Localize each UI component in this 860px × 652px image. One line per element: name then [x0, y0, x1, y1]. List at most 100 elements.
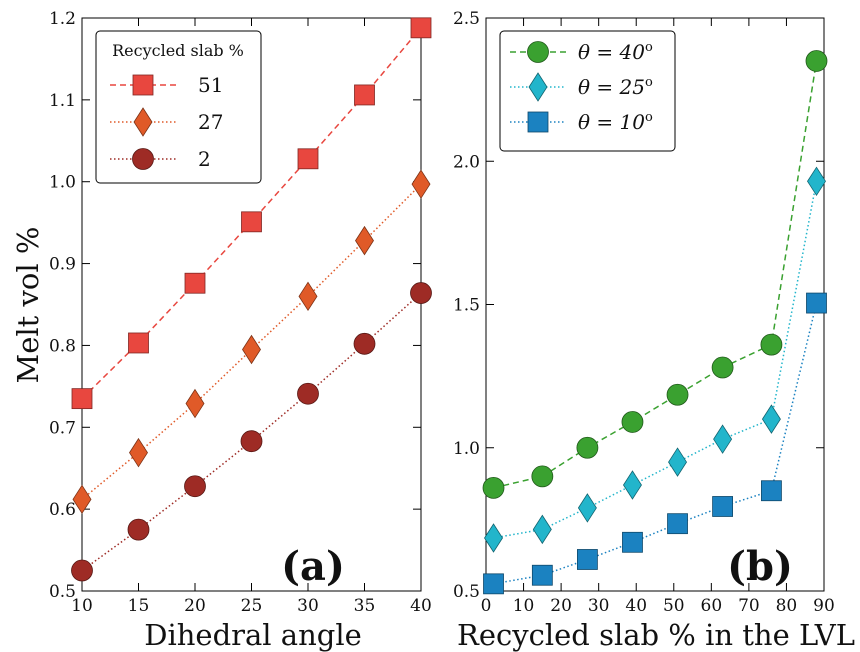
panel-b-xtick-label: 0 [481, 596, 492, 616]
panel-a-data-point [241, 211, 262, 233]
panel-b-data-point [622, 531, 643, 553]
panel-a-series-2 [71, 282, 432, 582]
panel-a-ytick-label: 0.7 [49, 418, 76, 438]
legend-a-label: 51 [198, 73, 223, 97]
panel-a-tag: (a) [281, 543, 345, 590]
panel-a-xtick-label: 15 [128, 596, 150, 616]
panel-a-data-point [128, 332, 149, 354]
panel-b-data-point [805, 50, 828, 72]
panel-a-xtick-label: 10 [71, 596, 93, 616]
panel-a-data-point [353, 332, 376, 355]
legend-b-label-main: θ = 10 [578, 110, 645, 134]
panel-a-data-point [411, 169, 431, 199]
panel-a-data-point [129, 437, 148, 468]
legend-b-label-main: θ = 40 [578, 40, 645, 64]
panel-a-data-point [184, 272, 206, 294]
panel-a-data-point [297, 148, 319, 170]
panel-a-series-0 [71, 17, 432, 410]
panel-a-data-point [127, 518, 150, 541]
panel-b-xtick-label: 30 [588, 596, 610, 616]
panel-a-axes: 10 15 20 25 30 35 40 0.5 0.6 0.7 0.8 0.9 1.0 1.1 1.2 [49, 9, 432, 616]
panel-b-data-point [482, 476, 505, 499]
panel-b-ytick-label: 1.0 [453, 439, 480, 459]
panel-b-data-point [712, 496, 733, 517]
panel-b-xtick-label: 40 [625, 596, 647, 616]
panel-b-data-point [622, 470, 642, 500]
legend-b-marker [528, 72, 548, 102]
panel-b-data-point [761, 404, 781, 434]
panel-b-xtick-label: 80 [776, 596, 798, 616]
panel-a-series-1 [72, 169, 431, 515]
panel-a-xtick-label: 30 [297, 596, 319, 616]
panel-b-xlabel: Recycled slab % in the LVL [457, 618, 855, 652]
panel-a-data-point [242, 334, 261, 365]
panel-a-ytick-label: 1.2 [49, 9, 76, 29]
legend-a-marker [132, 148, 154, 170]
panel-a-series [71, 17, 432, 582]
panel-b-data-point [760, 333, 783, 356]
legend-a-label: 2 [198, 147, 211, 171]
legend-b-label-degree: o [645, 110, 653, 125]
panel-b-ytick-label: 1.5 [453, 296, 480, 316]
panel-b-ytick-label: 2.0 [453, 152, 480, 172]
panel-b-series-1 [484, 166, 826, 553]
panel-a-legend-title: Recycled slab % [112, 41, 244, 60]
panel-b-data-point [576, 436, 599, 459]
panel-a-ytick-label: 0.6 [49, 500, 76, 520]
panel-a-ylabel: Melt vol % [11, 227, 45, 384]
panel-b-data-point [713, 424, 733, 454]
panel-a-data-point [410, 17, 432, 39]
panel-b-data-point [806, 292, 827, 314]
legend-b-label-degree: o [645, 40, 653, 55]
panel-a-ytick-label: 0.9 [49, 255, 76, 275]
panel-b: 0 10 20 30 40 50 60 70 80 90 0.5 1.0 1.5 2.0 2.5 Recyc… [453, 9, 855, 652]
panel-b-data-point [621, 411, 644, 433]
legend-b-label: θ = 40o [578, 40, 653, 64]
panel-b-data-point [711, 356, 734, 379]
panel-a-data-point [354, 84, 375, 106]
panel-b-data-point [807, 166, 826, 197]
legend-b-marker [527, 41, 549, 63]
panel-b-data-point [761, 480, 782, 502]
legend-b-label: θ = 25o [578, 75, 653, 99]
legend-b-label: θ = 10o [578, 110, 653, 134]
panel-b-xtick-label: 20 [550, 596, 572, 616]
panel-b-ytick-label: 2.5 [453, 9, 480, 29]
panel-b-ytick-label: 0.5 [453, 582, 480, 602]
panel-a-legend-box [95, 30, 262, 184]
panel-b-data-point [531, 564, 553, 586]
panel-b-data-point [532, 514, 552, 545]
panel-b-data-point [668, 447, 688, 477]
panel-b-data-point [577, 549, 598, 570]
legend-b-label-main: θ = 25 [578, 75, 645, 99]
panel-a-xtick-label: 20 [184, 596, 206, 616]
panel-b-xtick-label: 70 [738, 596, 760, 616]
panel-b-xtick-label: 50 [663, 596, 685, 616]
legend-a-marker [133, 107, 153, 137]
panel-a-data-point [72, 484, 92, 515]
legend-a-label: 27 [198, 110, 223, 134]
panel-a-data-point [297, 382, 319, 405]
panel-a-ytick-label: 1.1 [49, 91, 76, 111]
panel-a-ytick-label: 0.5 [49, 582, 76, 602]
panel-b-data-point [666, 383, 689, 406]
panel-a-xtick-label: 25 [241, 596, 263, 616]
panel-b-data-point [577, 493, 597, 523]
panel-b-axes: 0 10 20 30 40 50 60 70 80 90 0.5 1.0 1.5 2.0 2.5 [453, 9, 835, 616]
panel-b-data-point [531, 465, 554, 488]
panel-a-legend-items: 51 27 2 [110, 73, 223, 171]
panel-b-xtick-label: 10 [513, 596, 535, 616]
panel-a-xtick-label: 35 [354, 596, 376, 616]
panel-b-series-2 [483, 292, 827, 595]
panel-a-legend: Recycled slab % 51 27 2 [95, 30, 262, 184]
panel-a: 10 15 20 25 30 35 40 0.5 0.6 0.7 0.8 0.9 1.0 1.1 1.2 D… [11, 9, 432, 652]
panel-a-xlabel: Dihedral angle [144, 618, 362, 652]
legend-b-label-degree: o [645, 75, 653, 90]
panel-a-data-point [355, 225, 374, 256]
panel-b-series-0 [482, 50, 828, 499]
panel-a-data-point [71, 388, 93, 410]
panel-a-ytick-label: 1.0 [49, 173, 76, 193]
panel-a-xtick-label: 40 [410, 596, 432, 616]
